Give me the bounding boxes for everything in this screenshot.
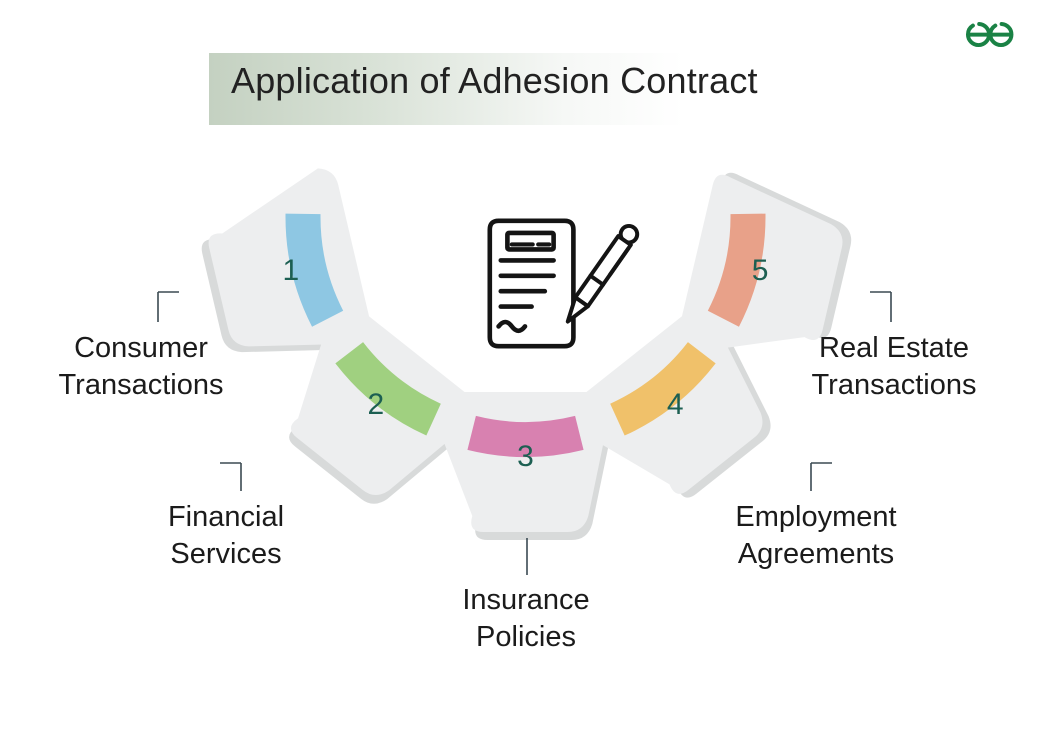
svg-text:4: 4 xyxy=(667,388,684,421)
svg-text:3: 3 xyxy=(517,440,534,473)
svg-text:5: 5 xyxy=(752,254,769,287)
svg-text:2: 2 xyxy=(367,388,384,421)
svg-text:1: 1 xyxy=(283,254,300,287)
